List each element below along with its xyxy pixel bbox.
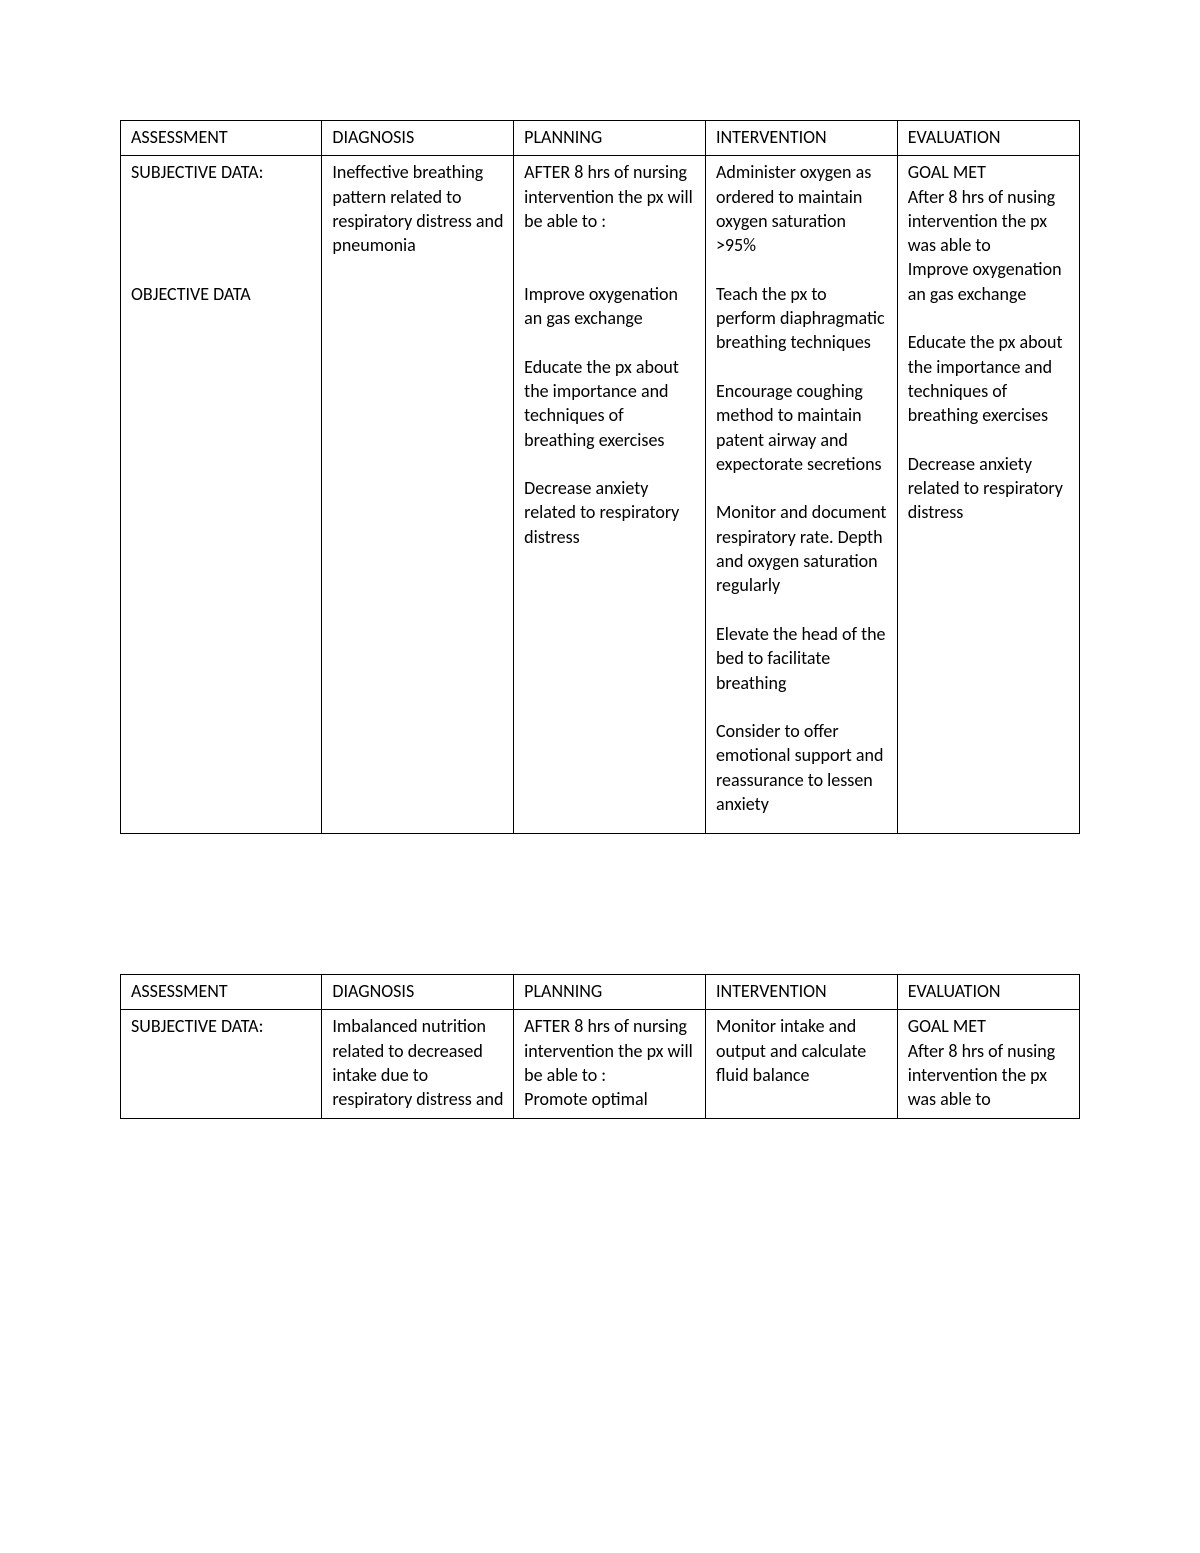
- spacer: [716, 816, 889, 827]
- col-assessment: ASSESSMENT: [121, 121, 322, 156]
- evaluation-line: GOAL MET: [908, 1014, 1071, 1038]
- table-row: SUBJECTIVE DATA: Imbalanced nutrition re…: [121, 1010, 1080, 1118]
- cell-diagnosis: Imbalanced nutrition related to decrease…: [322, 1010, 514, 1118]
- assessment-line: [131, 209, 313, 233]
- cell-evaluation: GOAL MET After 8 hrs of nusing intervent…: [897, 1010, 1079, 1118]
- evaluation-line: GOAL MET: [908, 160, 1071, 184]
- ncp-table-1: ASSESSMENT DIAGNOSIS PLANNING INTERVENTI…: [120, 120, 1080, 834]
- evaluation-para: After 8 hrs of nusing intervention the p…: [908, 185, 1071, 258]
- assessment-line: SUBJECTIVE DATA:: [131, 1014, 313, 1038]
- cell-planning: AFTER 8 hrs of nursing intervention the …: [514, 156, 706, 834]
- assessment-line: OBJECTIVE DATA: [131, 282, 313, 306]
- page: ASSESSMENT DIAGNOSIS PLANNING INTERVENTI…: [0, 0, 1200, 1553]
- col-diagnosis: DIAGNOSIS: [322, 121, 514, 156]
- cell-assessment: SUBJECTIVE DATA: OBJECTIVE DATA: [121, 156, 322, 834]
- col-diagnosis: DIAGNOSIS: [322, 975, 514, 1010]
- ncp-table-2: ASSESSMENT DIAGNOSIS PLANNING INTERVENTI…: [120, 974, 1080, 1118]
- spacer: [524, 233, 697, 282]
- evaluation-para: After 8 hrs of nusing intervention the p…: [908, 1039, 1071, 1112]
- intervention-para: Monitor intake and output and calculate …: [716, 1014, 889, 1087]
- table-header-row: ASSESSMENT DIAGNOSIS PLANNING INTERVENTI…: [121, 975, 1080, 1010]
- intervention-para: Encourage coughing method to maintain pa…: [716, 379, 889, 476]
- cell-planning: AFTER 8 hrs of nursing intervention the …: [514, 1010, 706, 1118]
- col-planning: PLANNING: [514, 975, 706, 1010]
- planning-para: AFTER 8 hrs of nursing intervention the …: [524, 1014, 697, 1087]
- planning-para: Decrease anxiety related to respiratory …: [524, 476, 697, 549]
- intervention-para: Teach the px to perform diaphragmatic br…: [716, 282, 889, 355]
- cell-intervention: Administer oxygen as ordered to maintain…: [705, 156, 897, 834]
- cell-intervention: Monitor intake and output and calculate …: [705, 1010, 897, 1118]
- planning-para: AFTER 8 hrs of nursing intervention the …: [524, 160, 697, 233]
- cell-evaluation: GOAL MET After 8 hrs of nusing intervent…: [897, 156, 1079, 834]
- table-header-row: ASSESSMENT DIAGNOSIS PLANNING INTERVENTI…: [121, 121, 1080, 156]
- assessment-line: [131, 185, 313, 209]
- col-evaluation: EVALUATION: [897, 975, 1079, 1010]
- table-row: SUBJECTIVE DATA: OBJECTIVE DATA Ineffect…: [121, 156, 1080, 834]
- col-planning: PLANNING: [514, 121, 706, 156]
- intervention-para: Administer oxygen as ordered to maintain…: [716, 160, 889, 257]
- intervention-para: Consider to offer emotional support and …: [716, 719, 889, 816]
- assessment-line: [131, 257, 313, 281]
- intervention-para: Monitor and document respiratory rate. D…: [716, 500, 889, 597]
- assessment-line: [131, 233, 313, 257]
- assessment-line: SUBJECTIVE DATA:: [131, 160, 313, 184]
- col-intervention: INTERVENTION: [705, 975, 897, 1010]
- cell-assessment: SUBJECTIVE DATA:: [121, 1010, 322, 1118]
- col-assessment: ASSESSMENT: [121, 975, 322, 1010]
- cell-diagnosis: Ineffective breathing pattern related to…: [322, 156, 514, 834]
- intervention-para: Elevate the head of the bed to facilitat…: [716, 622, 889, 695]
- planning-para: Improve oxygenation an gas exchange: [524, 282, 697, 331]
- col-evaluation: EVALUATION: [897, 121, 1079, 156]
- evaluation-para: Decrease anxiety related to respiratory …: [908, 452, 1071, 525]
- evaluation-para: Educate the px about the importance and …: [908, 330, 1071, 427]
- planning-para: Educate the px about the importance and …: [524, 355, 697, 452]
- col-intervention: INTERVENTION: [705, 121, 897, 156]
- evaluation-para: Improve oxygenation an gas exchange: [908, 257, 1071, 306]
- planning-para: Promote optimal: [524, 1087, 697, 1111]
- diagnosis-text: Ineffective breathing pattern related to…: [332, 160, 505, 257]
- diagnosis-text: Imbalanced nutrition related to decrease…: [332, 1014, 505, 1111]
